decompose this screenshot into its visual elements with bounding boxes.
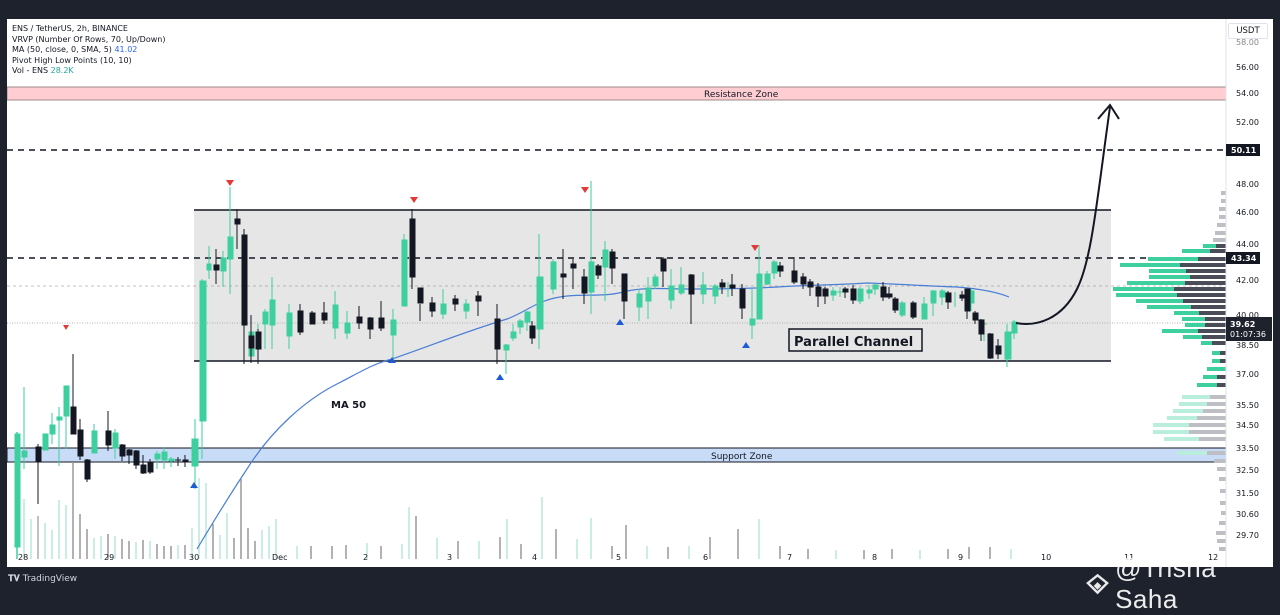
svg-text:30.60: 30.60 xyxy=(1236,510,1259,519)
svg-text:40.00: 40.00 xyxy=(1236,311,1259,320)
chart-pane[interactable]: MA 50 xyxy=(7,19,1273,567)
price-chart[interactable]: MA 50 xyxy=(7,19,1273,567)
pivot-high-markers xyxy=(63,180,759,330)
resistance-zone-label: Resistance Zone xyxy=(704,90,779,100)
svg-text:56.00: 56.00 xyxy=(1236,63,1259,72)
support-zone-label: Support Zone xyxy=(711,452,773,462)
svg-text:32.50: 32.50 xyxy=(1236,466,1259,475)
svg-text:43.34: 43.34 xyxy=(1231,254,1257,263)
svg-text:6: 6 xyxy=(703,553,708,562)
svg-text:33.50: 33.50 xyxy=(1236,444,1259,453)
tradingview-logo-icon: 𝐓𝐕 xyxy=(8,574,20,584)
svg-text:7: 7 xyxy=(787,553,792,562)
svg-text:01:07:36: 01:07:36 xyxy=(1230,330,1266,339)
svg-text:12: 12 xyxy=(1208,553,1218,562)
svg-text:Parallel Channel: Parallel Channel xyxy=(794,335,913,350)
ma50-label: MA 50 xyxy=(331,400,366,411)
svg-text:48.00: 48.00 xyxy=(1236,180,1259,189)
svg-text:50.11: 50.11 xyxy=(1231,146,1257,155)
svg-text:35.50: 35.50 xyxy=(1236,401,1259,410)
chart-legend: ENS / TetherUS, 2h, BINANCE VRVP (Number… xyxy=(12,24,165,77)
svg-text:4: 4 xyxy=(532,553,537,562)
price-label-43-34: 43.34 xyxy=(1226,252,1260,264)
resistance-zone[interactable] xyxy=(7,86,1227,101)
support-zone[interactable] xyxy=(7,447,1227,463)
svg-text:31.50: 31.50 xyxy=(1236,489,1259,498)
svg-text:Dec: Dec xyxy=(272,553,287,562)
svg-text:37.00: 37.00 xyxy=(1236,370,1259,379)
time-axis[interactable]: 28 29 30 Dec 2 3 4 5 6 7 8 9 10 11 12 xyxy=(18,553,1218,562)
volume-indicator-label: Vol - ENS xyxy=(12,66,49,75)
tradingview-logo-text: TradingView xyxy=(22,574,78,584)
svg-text:52.00: 52.00 xyxy=(1236,118,1259,127)
svg-text:38.50: 38.50 xyxy=(1236,341,1259,350)
watermark-text: @Trisha Saha xyxy=(1115,553,1217,614)
svg-text:3: 3 xyxy=(447,553,452,562)
ma-indicator[interactable]: MA (50, close, 0, SMA, 5) 41.02 xyxy=(12,45,165,56)
svg-text:54.00: 54.00 xyxy=(1236,89,1259,98)
ma-indicator-label: MA (50, close, 0, SMA, 5) xyxy=(12,45,112,54)
volume-indicator-value: 28.2K xyxy=(50,66,74,75)
svg-text:9: 9 xyxy=(958,553,963,562)
svg-text:30: 30 xyxy=(189,553,199,562)
svg-text:2: 2 xyxy=(363,553,368,562)
svg-text:8: 8 xyxy=(872,553,877,562)
volume-profile xyxy=(1113,191,1226,551)
currency-button[interactable]: USDT xyxy=(1228,23,1268,39)
svg-text:28: 28 xyxy=(18,553,28,562)
volume-bars xyxy=(16,432,1012,559)
ma50-line[interactable] xyxy=(196,282,1010,550)
svg-text:10: 10 xyxy=(1041,553,1051,562)
svg-text:42.00: 42.00 xyxy=(1236,276,1259,285)
tradingview-logo[interactable]: 𝐓𝐕 TradingView xyxy=(8,574,77,584)
pivot-low-markers xyxy=(190,319,750,488)
svg-text:11: 11 xyxy=(1124,553,1134,562)
author-watermark: @Trisha Saha xyxy=(1086,553,1280,615)
price-label-50-11: 50.11 xyxy=(1226,144,1260,156)
price-axis[interactable]: 58.00 56.00 54.00 52.00 48.00 46.00 44.0… xyxy=(1236,38,1259,540)
vrvp-indicator[interactable]: VRVP (Number Of Rows, 70, Up/Down) xyxy=(12,34,166,44)
symbol-title[interactable]: ENS / TetherUS, 2h, BINANCE xyxy=(12,24,128,33)
svg-text:39.62: 39.62 xyxy=(1230,320,1255,329)
svg-text:46.00: 46.00 xyxy=(1236,208,1259,217)
svg-text:29.70: 29.70 xyxy=(1236,531,1259,540)
svg-text:34.50: 34.50 xyxy=(1236,421,1259,430)
volume-indicator[interactable]: Vol - ENS 28.2K xyxy=(12,66,165,77)
svg-text:29: 29 xyxy=(104,553,114,562)
parallel-channel-label[interactable]: Parallel Channel xyxy=(788,328,923,352)
svg-text:5: 5 xyxy=(616,553,621,562)
last-price-label: 39.62 01:07:36 xyxy=(1226,317,1272,341)
candlesticks[interactable] xyxy=(14,181,1018,548)
svg-text:58.00: 58.00 xyxy=(1236,38,1259,47)
projection-arrow[interactable] xyxy=(1015,103,1120,325)
svg-text:44.00: 44.00 xyxy=(1236,240,1259,249)
pivot-indicator[interactable]: Pivot High Low Points (10, 10) xyxy=(12,55,132,65)
ma-indicator-value: 41.02 xyxy=(114,45,138,54)
